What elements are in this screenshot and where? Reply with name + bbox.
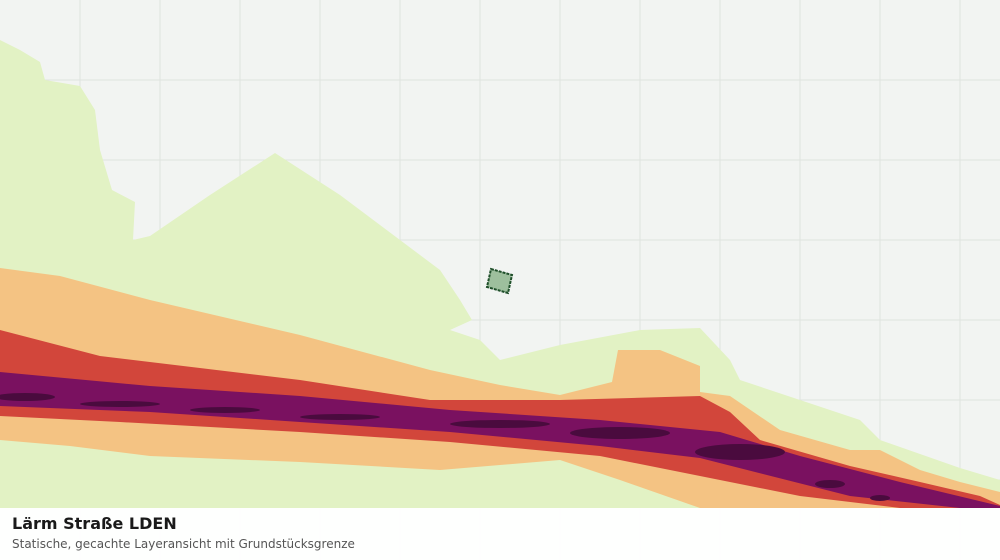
caption-title: Lärm Straße LDEN <box>12 514 177 533</box>
parcel-boundary <box>485 267 514 295</box>
noise-zone-very-high <box>0 372 1000 508</box>
caption-panel <box>0 508 1000 560</box>
caption-subtitle: Statische, gecachte Layeransicht mit Gru… <box>12 537 355 551</box>
noise-zone-extreme <box>0 393 890 501</box>
